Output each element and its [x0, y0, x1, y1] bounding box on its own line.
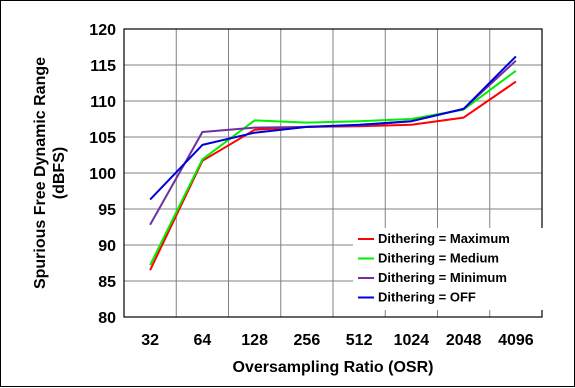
x-tick-label: 512 [346, 332, 373, 349]
x-tick-label: 4096 [498, 332, 534, 349]
y-tick-label: 100 [89, 166, 116, 183]
x-tick-label: 256 [294, 332, 321, 349]
y-tick-label: 80 [98, 310, 116, 327]
x-tick-label: 2048 [446, 332, 482, 349]
y-tick-label: 105 [89, 130, 116, 147]
gridlines [124, 29, 542, 317]
legend-label: Dithering = Medium [378, 251, 499, 266]
legend-label: Dithering = Minimum [378, 270, 507, 285]
y-tick-label: 115 [90, 58, 116, 75]
x-tick-label: 64 [193, 332, 211, 349]
y-tick-label: 120 [89, 22, 116, 39]
y-tick-label: 85 [98, 274, 116, 291]
plot-border [123, 28, 543, 318]
x-tick-label: 32 [141, 332, 159, 349]
legend-label: Dithering = Maximum [378, 231, 510, 246]
legend-box [353, 228, 543, 310]
y-tick-label: 110 [90, 94, 116, 111]
legend: Dithering = Maximum Dithering = Medium Dit… [353, 228, 543, 310]
y-tick-label: 90 [98, 238, 116, 255]
x-axis-title: Oversampling Ratio (OSR) [233, 359, 434, 376]
y-axis-title-line-2: (dBFS) [51, 147, 68, 199]
series-line [149, 55, 517, 201]
y-tick-labels: 80 85 90 95 100 105 110 115 120 [89, 22, 116, 327]
legend-label: Dithering = OFF [378, 290, 476, 305]
x-tick-label: 1024 [394, 332, 430, 349]
x-tick-labels: 32 64 128 256 512 1024 2048 4096 [141, 332, 534, 349]
y-axis-title-line-1: Spurious Free Dynamic Range [32, 57, 49, 289]
x-tick-label: 128 [241, 332, 268, 349]
y-tick-label: 95 [98, 202, 116, 219]
series-lines [149, 55, 517, 271]
